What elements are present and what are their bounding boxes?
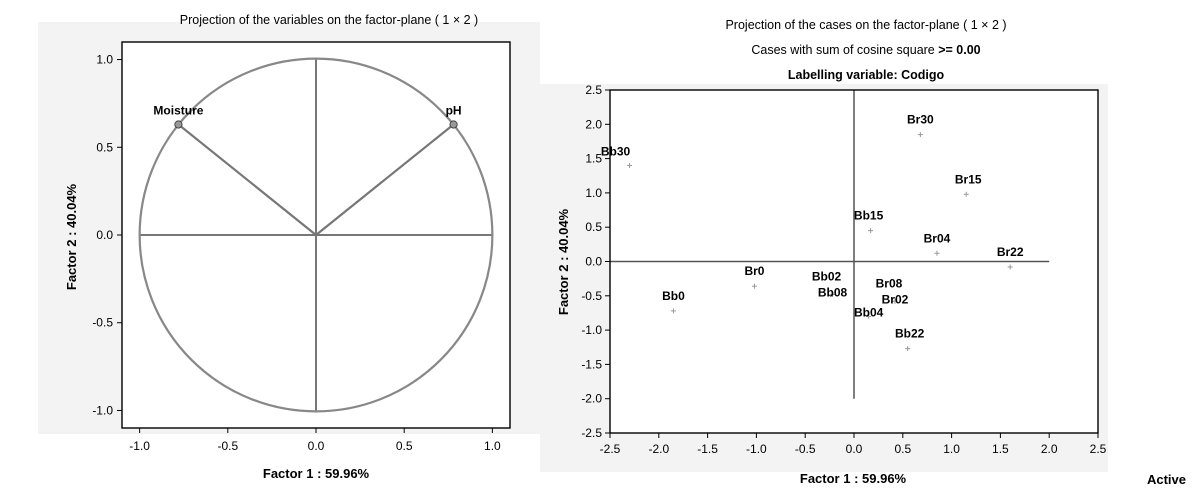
case-label-br30: Br30 — [907, 113, 934, 127]
left-y-tick-label: -0.5 — [92, 316, 113, 330]
case-points: Bb30 Br30 Br15 Bb15 Br04 Br22 Br0 Bb02 Bb08 Br08 B… — [601, 113, 1024, 352]
left-x-tick-label: 0.5 — [396, 439, 413, 453]
point-moisture — [174, 120, 183, 129]
left-y-tick-label: -1.0 — [92, 403, 113, 417]
case-label-bb0: Bb0 — [662, 289, 685, 303]
correlation-circle — [138, 57, 494, 413]
right-y-axis-label: Factor 2 : 40.04% — [556, 208, 571, 315]
right-chart-labelling-note: Labelling variable: Codigo — [788, 68, 945, 82]
right-x-tick-label: 0.5 — [894, 442, 911, 456]
case-label-bb30: Bb30 — [601, 144, 631, 158]
right-y-tick-label: 0.5 — [585, 220, 602, 234]
right-y-tick-label: 2.0 — [585, 117, 602, 131]
case-label-br0: Br0 — [744, 264, 764, 278]
right-plot-frame — [609, 89, 1099, 434]
left-axis-ticks: -1.0 -0.5 0.0 0.5 1.0 1.0 0.5 0.0 -0.5 -1.0 — [92, 53, 501, 453]
right-x-tick-label: 0.0 — [846, 442, 863, 456]
left-y-axis-label: Factor 2 : 40.04% — [64, 183, 79, 290]
case-label-bb04: Bb04 — [854, 305, 884, 319]
label-ph: pH — [446, 103, 462, 117]
right-chart-title: Projection of the cases on the factor-pl… — [725, 18, 1006, 32]
right-x-tick-label: -0.5 — [795, 442, 816, 456]
case-label-bb02: Bb02 — [812, 269, 842, 283]
case-label-br08: Br08 — [876, 276, 903, 290]
point-ph — [449, 120, 458, 129]
right-y-tick-label: -2.0 — [581, 392, 602, 406]
vector-moisture — [177, 123, 317, 236]
vector-ph — [315, 123, 455, 236]
left-x-tick-label: 0.0 — [308, 439, 325, 453]
cases-projection-chart: Projection of the cases on the factor-pl… — [540, 18, 1108, 486]
right-x-tick-label: 2.5 — [1090, 442, 1107, 456]
left-y-tick-label: 0.5 — [96, 140, 113, 154]
case-label-br02: Br02 — [882, 292, 909, 306]
right-y-tick-label: 0.0 — [585, 255, 602, 269]
right-x-tick-label: -2.0 — [648, 442, 669, 456]
left-plot-frame — [121, 41, 511, 429]
right-y-tick-label: -1.5 — [581, 357, 602, 371]
left-x-axis-label: Factor 1 : 59.96% — [263, 466, 370, 481]
left-x-tick-label: -0.5 — [217, 439, 238, 453]
right-x-tick-label: -1.0 — [746, 442, 767, 456]
left-x-tick-label: -1.0 — [129, 439, 150, 453]
case-label-br04: Br04 — [924, 231, 951, 245]
left-y-tick-label: 1.0 — [96, 53, 113, 67]
right-x-tick-label: -2.5 — [600, 442, 621, 456]
right-chart-subtitle: Cases with sum of cosine square >= 0.00 — [751, 43, 980, 57]
case-label-br22: Br22 — [997, 245, 1024, 259]
case-label-bb22: Bb22 — [895, 327, 925, 341]
case-label-br15: Br15 — [955, 172, 982, 186]
case-label-bb08: Bb08 — [818, 285, 848, 299]
active-label: Active — [1147, 472, 1186, 487]
right-y-tick-label: 1.0 — [585, 186, 602, 200]
right-x-tick-label: -1.5 — [697, 442, 718, 456]
right-y-tick-label: 1.5 — [585, 152, 602, 166]
variables-projection-chart: Projection of the variables on the facto… — [38, 13, 540, 481]
case-label-bb15: Bb15 — [854, 209, 884, 223]
right-x-axis-label: Factor 1 : 59.96% — [800, 471, 907, 486]
right-x-tick-label: 1.0 — [943, 442, 960, 456]
variable-vectors: Moisture pH — [153, 103, 462, 236]
subtitle-threshold: >= 0.00 — [938, 43, 980, 57]
left-y-tick-label: 0.0 — [96, 228, 113, 242]
right-y-tick-label: -2.5 — [581, 426, 602, 440]
right-zero-axes — [610, 90, 1050, 399]
subtitle-prefix: Cases with sum of cosine square — [751, 43, 938, 57]
right-x-tick-label: 2.0 — [1041, 442, 1058, 456]
right-y-tick-label: -1.0 — [581, 323, 602, 337]
right-y-tick-label: 2.5 — [585, 83, 602, 97]
right-y-tick-label: -0.5 — [581, 289, 602, 303]
left-x-tick-label: 1.0 — [484, 439, 501, 453]
right-axis-ticks: -2.5 -2.0 -1.5 -1.0 -0.5 0.0 0.5 1.0 1.5 2.0 2.5 2.… — [581, 83, 1106, 456]
right-x-tick-label: 1.5 — [992, 442, 1009, 456]
label-moisture: Moisture — [153, 103, 203, 117]
left-chart-title: Projection of the variables on the facto… — [180, 13, 478, 27]
